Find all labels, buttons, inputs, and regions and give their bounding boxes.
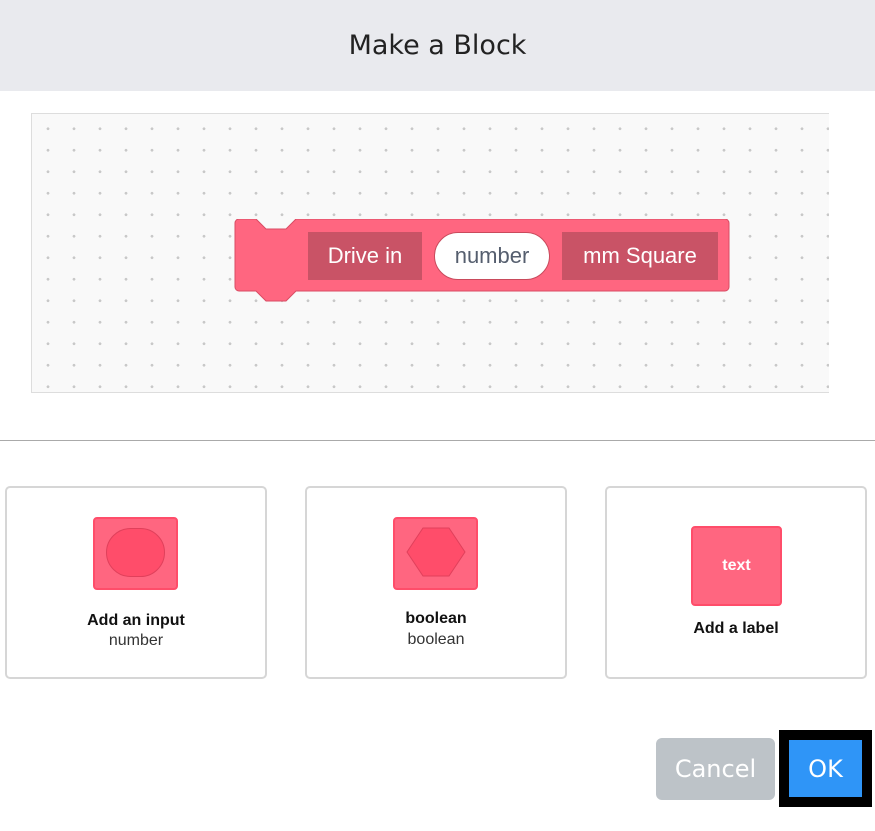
ok-button[interactable]: OK — [789, 740, 862, 797]
divider — [0, 440, 875, 441]
option-title: Add an input — [87, 612, 185, 629]
add-input-number-button[interactable]: Add an input number — [5, 486, 267, 679]
block-preview-canvas: Drive in number mm Square — [31, 113, 829, 393]
add-input-boolean-button[interactable]: boolean boolean — [305, 486, 567, 679]
dialog-title: Make a Block — [348, 30, 527, 61]
hexagon-boolean-icon — [393, 517, 478, 590]
add-label-button[interactable]: text Add a label — [605, 486, 867, 679]
text-label-icon: text — [691, 526, 782, 606]
block-label-drive-in[interactable]: Drive in — [308, 232, 422, 280]
cancel-button[interactable]: Cancel — [656, 738, 775, 800]
block-label-mm-square[interactable]: mm Square — [562, 232, 718, 280]
block-input-number[interactable]: number — [434, 232, 550, 280]
option-title: Add a label — [693, 620, 779, 637]
option-subtitle: number — [108, 632, 164, 649]
dialog-header: Make a Block — [0, 0, 875, 91]
option-title: boolean — [405, 610, 467, 627]
option-subtitle: boolean — [407, 631, 465, 648]
round-input-icon — [93, 517, 178, 590]
